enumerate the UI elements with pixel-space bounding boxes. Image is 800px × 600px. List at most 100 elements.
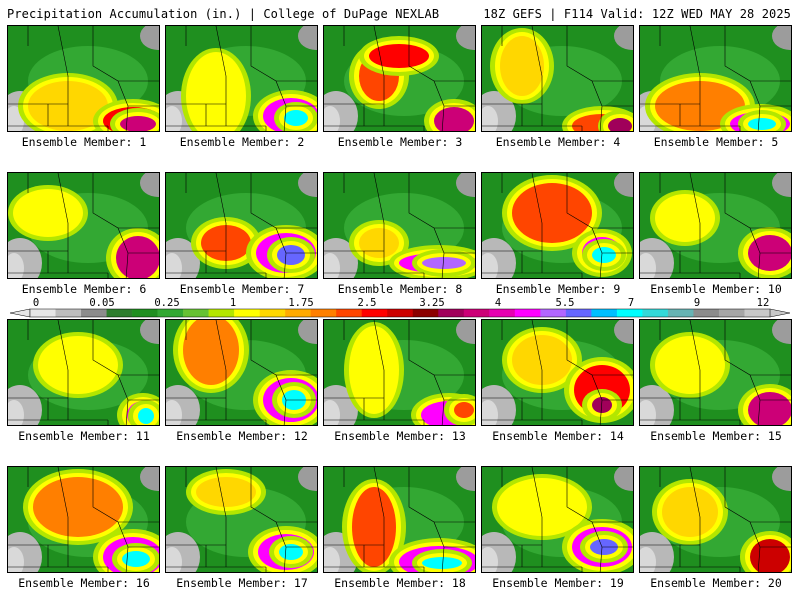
- precip-field: [8, 320, 159, 425]
- legend-swatch: [565, 309, 592, 317]
- ensemble-member-label: Ensemble Member: 7: [179, 282, 305, 296]
- legend-tick-label: 7: [627, 297, 635, 309]
- ensemble-member-label: Ensemble Member: 18: [334, 576, 466, 590]
- legend-swatch: [591, 309, 618, 317]
- ensemble-member-map: [7, 172, 160, 279]
- ensemble-member-label: Ensemble Member: 3: [337, 135, 463, 149]
- precip-field: [166, 26, 317, 131]
- legend-swatch: [183, 309, 209, 317]
- ensemble-member-map: [165, 319, 318, 426]
- precip-field: [640, 26, 791, 131]
- legend-tick-label: 2.5: [357, 297, 377, 309]
- legend-swatch: [106, 309, 133, 317]
- precip-field: [166, 320, 317, 425]
- ensemble-member-map: [323, 466, 476, 573]
- legend-tick-label: 1: [229, 297, 237, 309]
- ensemble-member-label: Ensemble Member: 10: [650, 282, 782, 296]
- legend-tick-label: 0: [32, 297, 40, 309]
- ensemble-member-label: Ensemble Member: 8: [337, 282, 463, 296]
- precip-field: [324, 173, 475, 278]
- legend-swatch: [463, 309, 490, 317]
- legend-tick-label: 0.25: [154, 297, 180, 309]
- ensemble-member-label: Ensemble Member: 5: [653, 135, 779, 149]
- precip-field: [482, 173, 633, 278]
- legend-min-arrow: [9, 308, 31, 318]
- legend-swatch: [387, 309, 414, 317]
- legend-tick-label: 12: [756, 297, 770, 309]
- legend-swatch: [744, 309, 771, 317]
- legend-swatch: [81, 309, 107, 317]
- legend-tick-label: 3.25: [419, 297, 445, 309]
- ensemble-member-map: [639, 25, 792, 132]
- ensemble-member-label: Ensemble Member: 14: [492, 429, 624, 443]
- ensemble-member-label: Ensemble Member: 2: [179, 135, 305, 149]
- precip-field: [324, 26, 475, 131]
- precip-field: [324, 320, 475, 425]
- legend-swatch: [259, 309, 286, 317]
- legend-swatch: [642, 309, 669, 317]
- ensemble-member-map: [323, 319, 476, 426]
- ensemble-member-label: Ensemble Member: 16: [18, 576, 150, 590]
- precip-field: [8, 26, 159, 131]
- ensemble-member-map: [481, 319, 634, 426]
- legend-swatch: [514, 309, 541, 317]
- legend-swatch: [30, 309, 56, 317]
- legend-swatch: [208, 309, 235, 317]
- precip-field: [166, 173, 317, 278]
- ensemble-member-label: Ensemble Member: 6: [21, 282, 147, 296]
- precip-field: [166, 467, 317, 572]
- legend-swatch: [489, 309, 516, 317]
- ensemble-member-map: [639, 319, 792, 426]
- ensemble-member-label: Ensemble Member: 4: [495, 135, 621, 149]
- ensemble-member-map: [639, 172, 792, 279]
- ensemble-member-label: Ensemble Member: 1: [21, 135, 147, 149]
- legend-tick-label: 4: [494, 297, 502, 309]
- legend-border: [29, 308, 771, 318]
- legend-swatch: [412, 309, 439, 317]
- precip-color-legend: [9, 308, 791, 318]
- legend-tick-label: 0.05: [89, 297, 115, 309]
- legend-swatch: [336, 309, 363, 317]
- ensemble-member-map: [165, 466, 318, 573]
- ensemble-member-map: [323, 172, 476, 279]
- ensemble-member-map: [165, 25, 318, 132]
- ensemble-member-label: Ensemble Member: 11: [18, 429, 150, 443]
- ensemble-member-map: [481, 25, 634, 132]
- ensemble-member-map: [165, 172, 318, 279]
- precip-field: [8, 173, 159, 278]
- legend-max-arrow: [769, 308, 791, 318]
- legend-swatch: [132, 309, 158, 317]
- precip-field: [482, 320, 633, 425]
- ensemble-member-map: [481, 172, 634, 279]
- legend-swatch: [438, 309, 465, 317]
- precip-field: [482, 467, 633, 572]
- ensemble-member-map: [639, 466, 792, 573]
- legend-tick-label: 9: [693, 297, 701, 309]
- precip-field: [324, 467, 475, 572]
- ensemble-member-map: [323, 25, 476, 132]
- ensemble-member-label: Ensemble Member: 15: [650, 429, 782, 443]
- legend-swatch: [693, 309, 720, 317]
- map-title: Precipitation Accumulation (in.) | Colle…: [7, 7, 440, 21]
- precip-field: [640, 467, 791, 572]
- ensemble-member-map: [7, 319, 160, 426]
- ensemble-member-map: [7, 25, 160, 132]
- ensemble-member-label: Ensemble Member: 17: [176, 576, 308, 590]
- model-run-label: 18Z GEFS | F114 Valid: 12Z WED MAY 28 20…: [483, 7, 791, 21]
- legend-tick-label: 5.5: [555, 297, 575, 309]
- legend-swatch: [310, 309, 337, 317]
- ensemble-member-label: Ensemble Member: 12: [176, 429, 308, 443]
- legend-swatch: [540, 309, 567, 317]
- legend-swatch: [616, 309, 643, 317]
- ensemble-member-label: Ensemble Member: 9: [495, 282, 621, 296]
- ensemble-member-map: [7, 466, 160, 573]
- legend-swatch: [718, 309, 745, 317]
- precip-field: [482, 26, 633, 131]
- precip-field: [8, 467, 159, 572]
- legend-swatch: [157, 309, 184, 317]
- precip-field: [640, 173, 791, 278]
- ensemble-member-map: [481, 466, 634, 573]
- legend-swatch: [55, 309, 82, 317]
- ensemble-member-label: Ensemble Member: 20: [650, 576, 782, 590]
- legend-swatch: [667, 309, 694, 317]
